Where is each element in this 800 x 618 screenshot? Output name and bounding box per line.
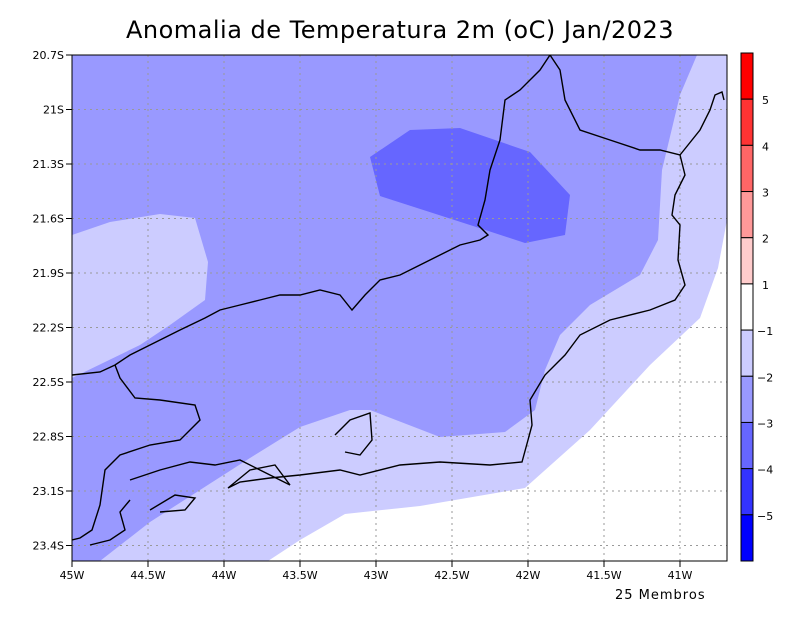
colorbar-label: −1 xyxy=(757,325,773,338)
colorbar-swatch xyxy=(740,468,754,516)
longitude-axis: 45W 44.5W 44W 43.5W 43W 42.5W 42W 41.5W 41W xyxy=(60,561,693,582)
members-label: 25 Membros xyxy=(615,588,706,603)
fill-dark xyxy=(370,128,570,243)
colorbar-label: −5 xyxy=(757,510,773,523)
lat-label: 22.8S xyxy=(33,431,64,444)
fill-light-west xyxy=(72,214,208,378)
colorbar-label: 3 xyxy=(762,187,769,200)
colorbar: 5 4 3 2 1 −1 −2 −3 −4 −5 xyxy=(740,52,773,562)
lat-label: 21.6S xyxy=(33,213,64,226)
lon-label: 44W xyxy=(212,569,237,582)
lat-label: 23.4S xyxy=(33,540,64,553)
gridlines xyxy=(72,55,727,561)
colorbar-label: 4 xyxy=(762,140,769,153)
lon-label: 45W xyxy=(60,569,85,582)
colorbar-swatch xyxy=(740,421,754,470)
lon-label: 41.5W xyxy=(586,569,621,582)
colorbar-swatch xyxy=(740,329,754,377)
colorbar-swatch xyxy=(740,191,754,239)
colorbar-label: −4 xyxy=(757,464,773,477)
lon-label: 42.5W xyxy=(434,569,469,582)
lon-label: 42W xyxy=(516,569,541,582)
map-frame xyxy=(71,54,728,562)
colorbar-label: 5 xyxy=(762,94,769,107)
lon-label: 43W xyxy=(364,569,389,582)
map-title: Anomalia de Temperatura 2m (oC) Jan/2023 xyxy=(125,16,675,44)
colorbar-swatch xyxy=(740,514,754,562)
lat-label: 21.3S xyxy=(33,158,64,171)
colorbar-swatch xyxy=(740,144,754,193)
coastline-and-borders xyxy=(72,55,725,546)
lat-label: 23.1S xyxy=(33,485,64,498)
lon-label: 44.5W xyxy=(130,569,165,582)
colorbar-swatch xyxy=(740,237,754,285)
lat-label: 20.7S xyxy=(33,49,64,62)
lat-label: 22.2S xyxy=(33,322,64,335)
lat-label: 21S xyxy=(43,104,64,117)
lon-label: 43.5W xyxy=(282,569,317,582)
colorbar-label: −2 xyxy=(757,371,773,384)
colorbar-swatch xyxy=(740,52,754,100)
colorbar-label: 2 xyxy=(762,233,769,246)
lat-label: 21.9S xyxy=(33,267,64,280)
colorbar-label: 1 xyxy=(762,279,769,292)
lat-label: 22.5S xyxy=(33,376,64,389)
lon-label: 41W xyxy=(668,569,693,582)
fill-white xyxy=(268,220,727,561)
colorbar-swatch xyxy=(740,283,754,331)
colorbar-swatch xyxy=(740,98,754,146)
fill-light-east xyxy=(100,55,727,561)
colorbar-swatch xyxy=(740,375,754,423)
latitude-axis: 20.7S 21S 21.3S 21.6S 21.9S 22.2S 22.5S 22.8S 23… xyxy=(33,49,72,553)
colorbar-label: −3 xyxy=(757,417,773,430)
